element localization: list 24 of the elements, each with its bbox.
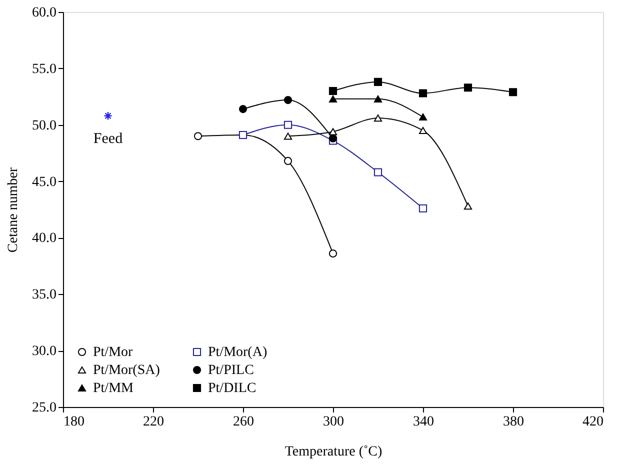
- legend-label: Pt/MM: [93, 381, 134, 396]
- legend-label: Pt/Mor: [93, 345, 134, 360]
- x-tick-label: 420: [582, 414, 604, 430]
- legend-label: Pt/DILC: [208, 381, 256, 396]
- legend-label: Pt/Mor(SA): [93, 363, 160, 378]
- y-tick-label: 45.0: [32, 174, 56, 190]
- x-tick-label: 340: [413, 414, 434, 430]
- y-tick-label: 25.0: [32, 400, 56, 416]
- legend-label: Pt/Mor(A): [208, 345, 268, 360]
- y-tick-label: 60.0: [32, 6, 56, 20]
- x-tick-label: 220: [143, 414, 164, 430]
- x-tick-label: 300: [323, 414, 344, 430]
- legend-label: Pt/PILC: [208, 363, 254, 378]
- x-tick-label: 380: [503, 414, 524, 430]
- x-axis-title: Temperature (˚C): [284, 444, 383, 460]
- y-tick-label: 40.0: [32, 231, 56, 246]
- series-label: Feed: [93, 130, 124, 147]
- y-tick-label: 30.0: [32, 344, 56, 360]
- y-tick-label: 55.0: [32, 62, 56, 77]
- y-tick-label: 50.0: [32, 118, 56, 134]
- x-tick-label: 260: [233, 414, 254, 430]
- y-tick-label: 35.0: [32, 288, 56, 303]
- x-tick-label: 180: [64, 414, 84, 430]
- y-axis-title: Cetane number: [6, 167, 21, 253]
